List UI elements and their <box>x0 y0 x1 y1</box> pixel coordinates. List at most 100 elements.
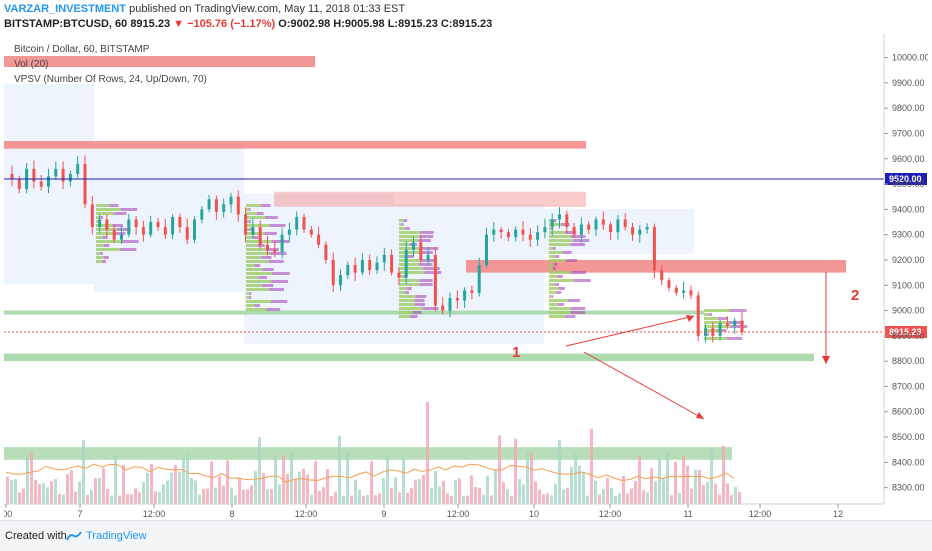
volume-profile-up <box>246 236 254 239</box>
volume-bar <box>178 471 181 504</box>
volume-profile-up <box>246 248 266 251</box>
volume-profile-up <box>96 248 121 251</box>
volume-bar <box>638 455 641 504</box>
volume-profile-up <box>549 231 566 234</box>
legend-title: Bitcoin / Dollar, 60, BITSTAMP <box>14 44 150 55</box>
footer-bar: Created with TradingView <box>0 520 932 551</box>
volume-bar <box>170 472 173 504</box>
candle-body <box>368 259 372 271</box>
volume-profile-down <box>262 284 274 287</box>
volume-profile-up <box>704 313 709 316</box>
price-marker-tag <box>885 326 927 338</box>
candle-body <box>696 295 700 336</box>
time-tick-label: :00 <box>4 509 12 519</box>
volume-bar <box>658 457 661 504</box>
candle-body <box>178 216 182 228</box>
volume-profile-up <box>549 247 554 250</box>
volume-bar <box>230 487 233 504</box>
volume-bar <box>594 480 597 504</box>
volume-profile-down <box>265 216 278 219</box>
candle-body <box>412 242 415 250</box>
legend-vol: Vol (20) <box>14 59 49 70</box>
candle-body <box>229 196 233 205</box>
candle-body <box>236 196 240 215</box>
time-tick-label: 12:00 <box>295 509 318 519</box>
volume-profile-up <box>704 325 730 328</box>
candle-body <box>207 199 211 210</box>
volume-bar <box>506 489 509 504</box>
price-tick-label: 9200.00 <box>892 255 925 265</box>
volume-profile-up <box>96 224 113 227</box>
volume-profile-down <box>419 263 433 266</box>
volume-bar <box>306 474 309 504</box>
volume-profile-down <box>266 308 281 311</box>
candle-body <box>485 234 488 266</box>
volume-bar <box>670 495 673 504</box>
price-marker-tag <box>885 173 927 185</box>
candle-body <box>47 176 50 187</box>
volume-profile-up <box>549 275 558 278</box>
candle-body <box>156 222 160 228</box>
volume-bar <box>134 488 137 504</box>
volume-bar <box>326 468 329 504</box>
volume-profile-up <box>399 247 423 250</box>
volume-profile-up <box>246 208 249 211</box>
volume-bar <box>106 489 109 504</box>
volume-bar <box>46 487 49 504</box>
volume-bar <box>286 473 289 504</box>
candle-body <box>90 204 94 228</box>
volume-bar <box>358 490 361 504</box>
candle-body <box>331 259 335 286</box>
candle-body <box>68 173 72 182</box>
candle-body <box>163 227 167 235</box>
volume-bar <box>186 453 189 504</box>
volume-profile-down <box>269 224 286 227</box>
volume-bar <box>538 489 541 504</box>
volume-profile-up <box>399 275 404 278</box>
volume-profile-up <box>549 271 572 274</box>
volume-profile-down <box>401 223 404 226</box>
time-tick-label: 11 <box>683 509 692 519</box>
volume-bar <box>390 487 393 504</box>
candle-body <box>645 227 649 230</box>
candle-body <box>32 168 36 182</box>
candle-body <box>470 290 474 293</box>
volume-bar <box>634 480 637 504</box>
ohlc-values: O:9002.98 H:9005.98 L:8915.23 C:8915.23 <box>278 18 493 30</box>
volume-bar <box>282 454 285 504</box>
price-tick-label: 9700.00 <box>892 128 925 138</box>
volume-bar <box>362 495 365 504</box>
volume-profile-down <box>256 212 264 215</box>
volume-profile-up <box>704 337 727 340</box>
volume-bar <box>602 488 605 504</box>
volume-bar <box>402 458 405 504</box>
time-tick-label: 8 <box>229 509 234 519</box>
volume-bar <box>646 492 649 504</box>
volume-bar <box>254 470 257 504</box>
arrow-2-head <box>822 356 830 364</box>
volume-profile-down <box>726 337 743 340</box>
volume-bar <box>526 452 529 504</box>
volume-profile-down <box>552 267 556 270</box>
volume-bar <box>154 491 157 504</box>
candle-body <box>382 254 386 263</box>
volume-bar <box>662 478 665 504</box>
candle-body <box>222 204 226 212</box>
volume-profile-down <box>570 235 586 238</box>
volume-bar <box>642 490 645 504</box>
volume-bar <box>566 487 569 504</box>
tradingview-brand-link[interactable]: TradingView <box>86 530 147 542</box>
author-link[interactable]: VARZAR_INVESTMENT <box>4 3 127 15</box>
volume-bar <box>238 478 241 504</box>
volume-profile-up <box>246 272 273 275</box>
volume-profile-up <box>399 255 408 258</box>
candle-body <box>76 163 80 174</box>
volume-profile-down <box>271 280 289 283</box>
volume-profile-up <box>549 267 553 270</box>
chart-area[interactable]: 9520.00 8915.23 1 2 10000.00 9900.00 9800.00 9… <box>0 34 930 520</box>
chart-header: VARZAR_INVESTMENT published on TradingVi… <box>0 0 932 34</box>
volume-bar <box>6 476 9 504</box>
candle-body <box>10 173 14 179</box>
candle-body <box>266 244 269 250</box>
